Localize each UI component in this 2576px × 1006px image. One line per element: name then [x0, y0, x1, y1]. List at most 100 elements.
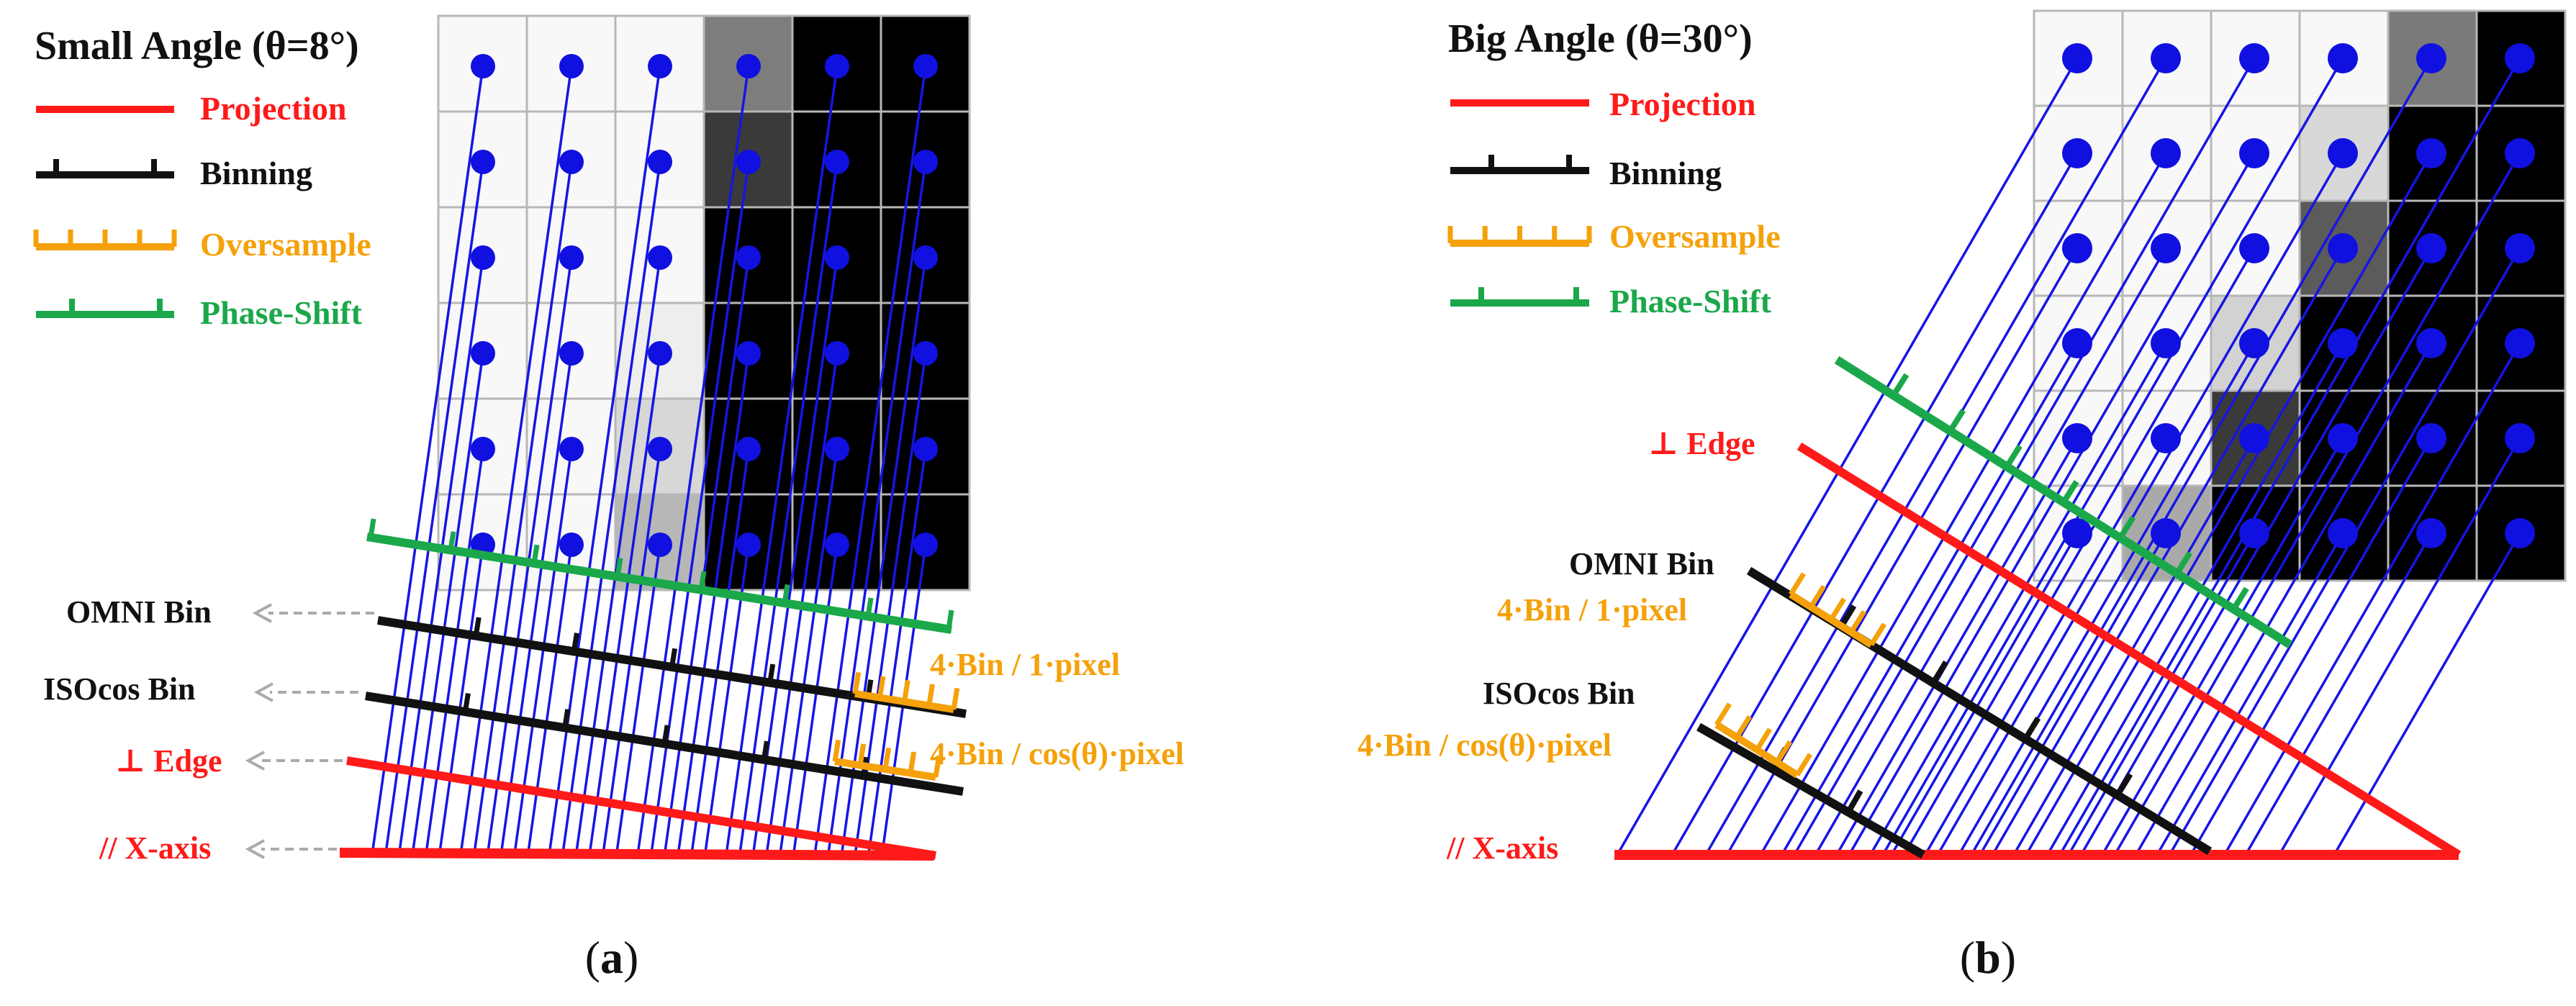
pixel-center-dot-b: [2505, 138, 2535, 168]
pixel-center-dot-b: [2328, 423, 2358, 453]
pixel-center-dot-a: [559, 245, 584, 270]
projection-rays-b: [1617, 58, 2521, 853]
projection-ray-b: [2013, 438, 2256, 853]
pixel-center-dot-b: [2505, 233, 2535, 263]
pixel-center-dot-a: [648, 245, 672, 270]
isocos-bin-label-a: ISOcos Bin: [43, 671, 196, 707]
caption-b-open: (: [1960, 932, 1975, 983]
phase-shift-b-tick: [2118, 515, 2136, 540]
pixel-center-dot-a: [736, 150, 761, 174]
phase-shift-line-b: [1834, 355, 2293, 649]
caption-b-letter: b: [1975, 932, 2001, 983]
pixel-center-dot-a: [825, 54, 849, 78]
pixel-center-dot-a: [559, 533, 584, 557]
pixel-center-dot-b: [2328, 233, 2358, 263]
pixel-center-dot-a: [913, 150, 938, 174]
x-axis-line-b: [1614, 850, 2459, 860]
projection-ray-b: [2169, 248, 2521, 853]
pixel-center-dot-a: [471, 341, 495, 366]
projection-ray-b: [1849, 153, 2256, 853]
projection-ray-b: [2026, 153, 2433, 853]
projection-ray-a: [867, 448, 927, 852]
pixel-center-dot-b: [2505, 518, 2535, 548]
projection-ray-b: [1892, 533, 2079, 853]
projection-ray-a: [473, 161, 573, 852]
isocos-bin-a-tick: [462, 692, 471, 712]
pixel-center-dot-a: [913, 341, 938, 366]
pixel-center-dot-b: [2239, 328, 2269, 358]
pixel-center-dot-b: [2239, 518, 2269, 548]
legend-binning-swatch-a: [36, 159, 174, 178]
oversample-marks-b: [1714, 572, 1886, 779]
panel-b-title: Big Angle (θ=30°): [1448, 17, 1753, 61]
omni-bin-a-tick: [473, 617, 482, 637]
projection-ray-a: [725, 65, 839, 852]
phase-shift-a-tick: [615, 558, 623, 577]
projection-ray-a: [371, 65, 484, 852]
pixel-center-dot-b: [2151, 233, 2181, 263]
projection-ray-b: [2047, 343, 2344, 853]
pixel-center-dot-b: [2151, 423, 2181, 453]
isocos-bin-a-tick: [761, 740, 769, 761]
oversample-comb-a-isocos-tooth: [832, 739, 841, 762]
phase-shift-b-tick: [2004, 444, 2023, 468]
legend-binning-label-a: Binning: [200, 155, 312, 191]
pixel-grid-b: [2033, 9, 2567, 582]
oversample-comb-b-omni-tooth: [1849, 610, 1866, 634]
projection-ray-a: [561, 161, 661, 852]
phase-shift-b-tick: [1948, 409, 1966, 433]
pixel-center-dot-b: [2062, 43, 2092, 73]
oversample-comb-a-isocos-tooth: [933, 755, 942, 778]
projection-ray-b: [2081, 248, 2433, 853]
projection-ray-b: [1925, 438, 2167, 853]
phase-shift-a-line: [366, 533, 952, 634]
pixel-center-dot-a: [825, 150, 849, 174]
pixel-cell-b: [2475, 104, 2567, 202]
projection-ray-a: [779, 448, 839, 852]
legend-phase-shift-label-a: Phase-Shift: [200, 294, 363, 331]
legend-binning-label-b: Binning: [1609, 155, 1722, 191]
legend-phase-shift-label-b: Phase-Shift: [1609, 283, 1772, 320]
pixel-center-dot-b: [2328, 518, 2358, 548]
pixel-centers-b: [2062, 43, 2535, 548]
pixel-center-dot-b: [2416, 43, 2446, 73]
projection-ray-b: [2136, 343, 2433, 853]
x-axis-label-b: // X-axis: [1446, 830, 1558, 866]
projection-ray-b: [1761, 153, 2167, 853]
isocos-ratio-label-a: 4·Bin / cos(θ)·pixel: [930, 736, 1184, 771]
pixel-center-dot-b: [2505, 43, 2535, 73]
pixel-center-dot-b: [2328, 138, 2358, 168]
pixel-center-dot-a: [825, 245, 849, 270]
projection-ray-b: [1617, 58, 2079, 853]
legend-projection-label-a: Projection: [200, 90, 347, 127]
omni-bin-b-tick: [1930, 660, 1949, 685]
leader-arrow-head: [245, 751, 265, 771]
phase-shift-a-end-tick: [946, 610, 954, 630]
projection-ray-a: [438, 544, 484, 852]
legend-phase-shift-swatch-b: [1450, 287, 1589, 307]
pixel-center-dot-b: [2239, 43, 2269, 73]
panel-a-caption: (a): [585, 932, 639, 983]
phase-shift-b-tick: [2174, 551, 2192, 576]
oversample-comb-a-isocos-tooth: [857, 743, 867, 766]
projection-ray-b: [2060, 58, 2521, 853]
pixel-centers-a: [471, 54, 938, 557]
pixel-center-dot-a: [559, 54, 584, 78]
pixel-center-dot-a: [913, 245, 938, 270]
pixel-center-dot-b: [2239, 138, 2269, 168]
isocos-bin-a-tick: [661, 725, 670, 745]
phase-shift-a-tick: [698, 571, 707, 591]
projection-ray-a: [589, 353, 661, 852]
projection-ray-b: [1883, 58, 2344, 853]
projection-ray-a: [602, 448, 661, 852]
projection-ray-a: [459, 65, 573, 852]
pixel-center-dot-b: [2416, 328, 2446, 358]
projection-ray-b: [2157, 533, 2344, 853]
projection-ray-a: [677, 353, 750, 852]
phase-shift-line-a: [366, 518, 954, 634]
projection-ray-b: [1971, 58, 2433, 853]
pixel-center-dot-b: [2239, 423, 2269, 453]
legend-oversample-swatch-b: [1447, 226, 1592, 247]
isocos-bin-label-b: ISOcos Bin: [1483, 676, 1635, 711]
panel-a: Small Angle (θ=8°) Projection Binning Ov…: [33, 14, 1184, 983]
